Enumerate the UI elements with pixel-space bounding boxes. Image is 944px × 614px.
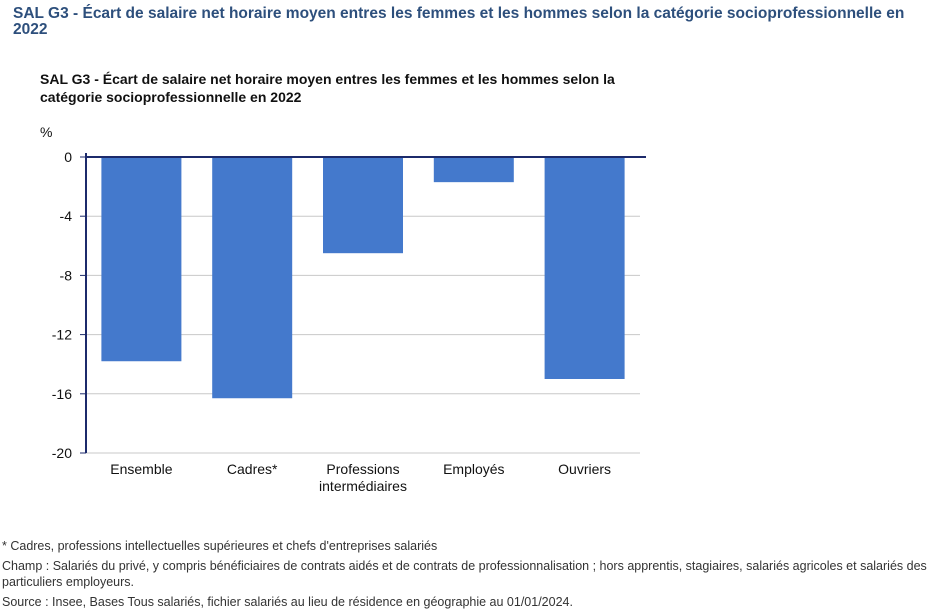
x-tick-label: Professions [326,461,399,477]
y-tick-label: -8 [60,267,73,283]
axes [80,153,646,454]
tick-labels: 0 -4 -8 -12 -16 -20 Ensemble Cadres* Professions… [52,149,611,494]
x-tick-label: Employés [443,461,504,477]
y-tick-label: -12 [52,327,72,343]
bar [101,157,182,362]
x-tick-label: intermédiaires [319,478,407,494]
chart-notes: * Cadres, professions intellectuelles su… [2,538,940,610]
bar [212,157,293,399]
bars [101,157,625,399]
y-tick-label: -4 [60,208,73,224]
bar [433,157,514,183]
footnote: * Cadres, professions intellectuelles su… [2,539,438,553]
bar [544,157,625,379]
bar [323,157,403,254]
y-axis-unit-label: % [40,124,53,140]
y-tick-label: -16 [52,386,72,402]
y-tick-label: -20 [52,445,72,461]
x-tick-label: Ensemble [110,461,172,477]
x-tick-label: Cadres* [227,461,278,477]
scope-note: Champ : Salariés du privé, y compris bén… [2,559,927,589]
y-tick-label: 0 [64,149,72,165]
chart-title: SAL G3 - Écart de salaire net horaire mo… [40,71,615,105]
x-tick-label: Ouvriers [558,461,611,477]
page-title: SAL G3 - Écart de salaire net horaire mo… [13,5,905,38]
source-note: Source : Insee, Bases Tous salariés, fic… [2,595,573,609]
